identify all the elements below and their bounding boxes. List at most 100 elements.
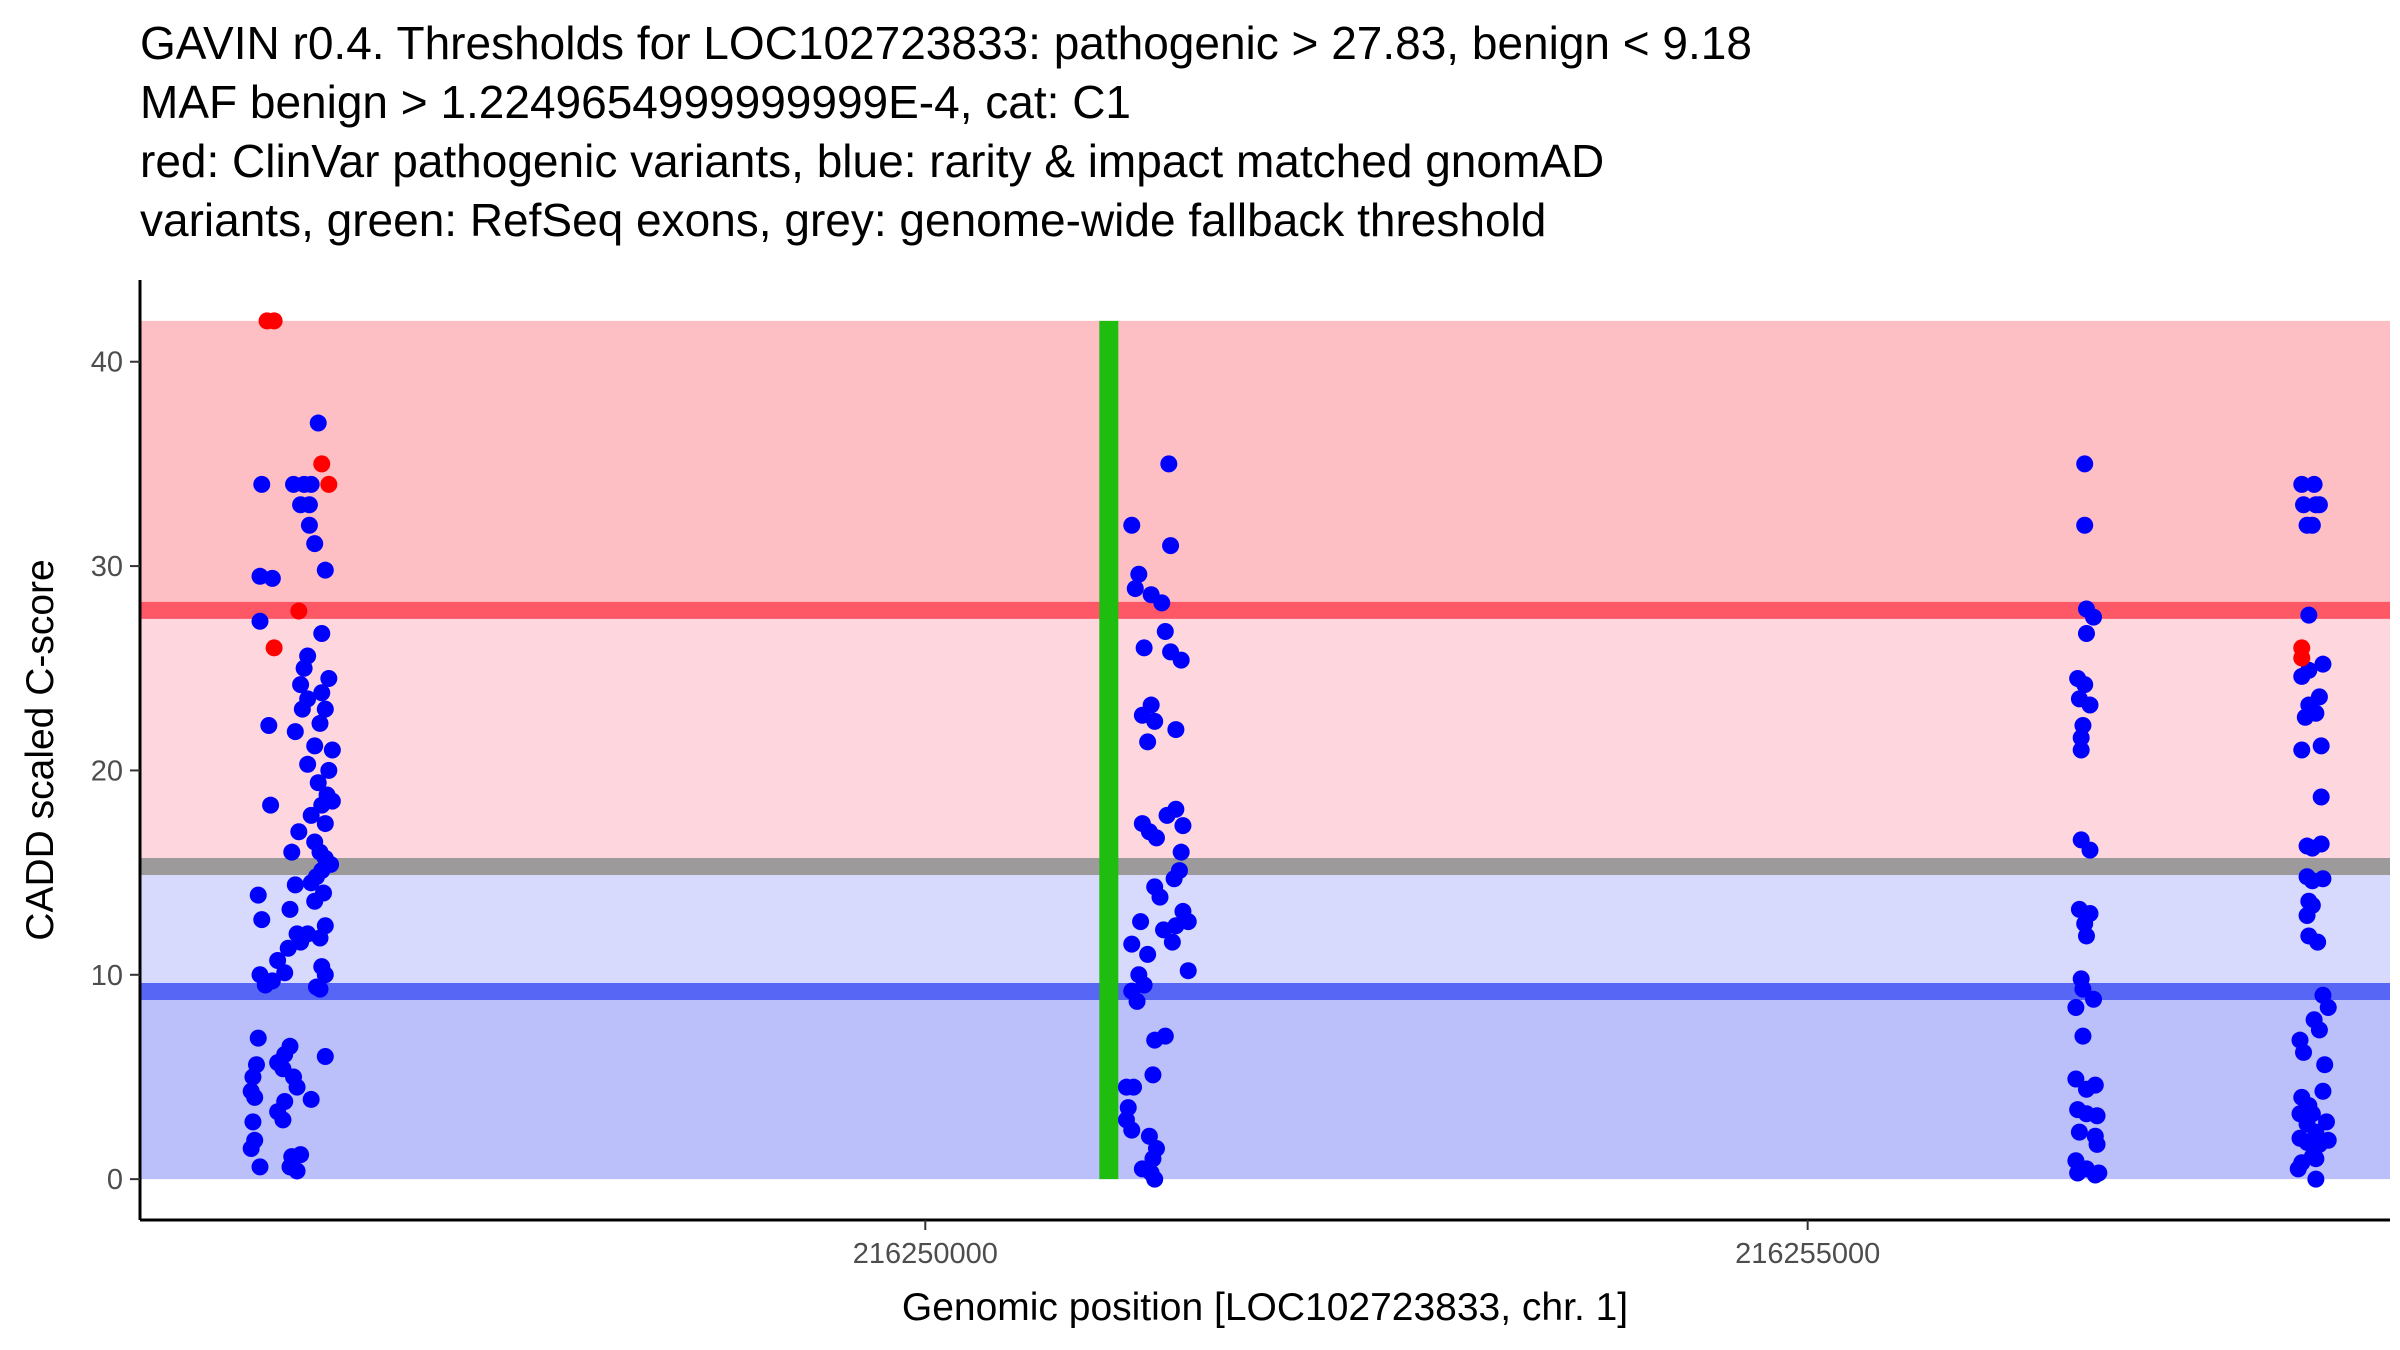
gnomad-point [2072,729,2090,747]
gnomad-point [249,886,267,904]
gnomad-point [2307,1150,2325,1168]
gnomad-point [292,1146,310,1164]
gnomad-point [302,874,320,892]
gnomad-point [316,1048,334,1066]
gnomad-point [2077,927,2095,945]
gnomad-point [1123,1121,1141,1139]
y-tick-label: 40 [91,347,123,379]
gnomad-point [283,843,301,861]
gnomad-point [292,933,310,951]
gnomad-point [2314,870,2332,888]
title-line-2: MAF benign > 1.2249654999999999E-4, cat:… [140,76,1131,128]
gnomad-point [299,690,317,708]
gnomad-point [1179,913,1197,931]
gnomad-point [2072,741,2090,759]
gnomad-point [306,892,324,910]
gnomad-point [2088,1135,2106,1153]
gnomad-point [2077,625,2095,643]
gnomad-point [311,980,329,998]
gnomad-point [313,796,331,814]
gnomad-point [1139,733,1157,751]
gnomad-point [2076,516,2094,534]
gnomad-point [2090,1164,2108,1182]
gnomad-point [2314,655,2332,673]
gnomad-point [244,1113,262,1131]
gnomad-point [2088,1107,2106,1125]
title-line-3: red: ClinVar pathogenic variants, blue: … [140,135,1605,187]
clinvar-point [290,602,308,620]
clinvar-point [2293,649,2311,667]
gnomad-point [2295,1043,2313,1061]
gnomad-point [300,516,318,534]
gnomad-point [1179,962,1197,980]
threshold-bands [140,320,2390,1180]
gnomad-point [2309,933,2327,951]
gnomad-point [302,475,320,493]
variant-points [242,312,2337,1188]
gnomad-point [2319,998,2337,1016]
gnomad-point [1167,721,1185,739]
gnomad-point [274,1111,292,1129]
gnomad-point [269,951,287,969]
gnomad-point [2067,1070,2085,1088]
gnomad-point [2307,1170,2325,1188]
gnomad-point [302,806,320,824]
gnomad-point [1155,921,1173,939]
gnomad-point [2086,1076,2104,1094]
gnomad-point [2076,455,2094,473]
gnomad-point [256,976,274,994]
gnomad-point [2312,788,2330,806]
x-axis-title: Genomic position [LOC102723833, chr. 1] [902,1286,1628,1329]
clinvar-point [313,455,331,473]
gnomad-point [302,1090,320,1108]
gnomad-point [2293,475,2311,493]
gnomad-point [1123,516,1141,534]
gnomad-point [292,676,310,694]
x-tick-label: 216250000 [853,1238,998,1270]
gnomad-point [2074,980,2092,998]
gnomad-point [2310,1021,2328,1039]
gnomad-point [2081,696,2099,714]
gnomad-point [244,1068,262,1086]
clinvar-point [265,312,283,330]
grey-zone-lower-band [140,866,2390,992]
gnomad-point [1153,594,1171,612]
gnomad-point [316,700,334,718]
gnomad-point [1126,580,1144,598]
gnomad-point [313,625,331,643]
gnomad-point [2067,998,2085,1016]
gnomad-point [2074,1027,2092,1045]
gnomad-point [1144,1066,1162,1084]
gnomad-point [2295,496,2313,514]
gnomad-point [2296,708,2314,726]
gnomad-point [323,741,341,759]
gnomad-point [1132,913,1150,931]
title-line-1: GAVIN r0.4. Thresholds for LOC102723833:… [140,17,1752,69]
y-axis-title: CADD scaled C-score [19,559,62,940]
gnomad-point [316,966,334,984]
gnomad-point [1135,639,1153,657]
gnomad-point [1156,622,1174,640]
gnomad-point [306,535,324,553]
gnomad-point [299,755,317,773]
y-tick-label: 10 [91,960,123,992]
gnomad-point [246,1088,264,1106]
gnomad-point [1139,945,1157,963]
gnomad-point [2316,1056,2334,1074]
gnomad-point [2085,990,2103,1008]
gnomad-point [281,900,299,918]
grey-zone-upper-band [140,610,2390,867]
gnomad-point [309,414,327,432]
benign-region-band [140,991,2390,1180]
gnomad-point [1125,1078,1143,1096]
gnomad-point [1174,817,1192,835]
gnomad-point [313,684,331,702]
gnomad-point [286,723,304,741]
gnomad-point [263,569,281,587]
gnomad-point [1151,888,1169,906]
gnomad-point [299,647,317,665]
gnomad-point [1162,537,1180,555]
gnomad-point [253,475,271,493]
gnomad-point [286,876,304,894]
